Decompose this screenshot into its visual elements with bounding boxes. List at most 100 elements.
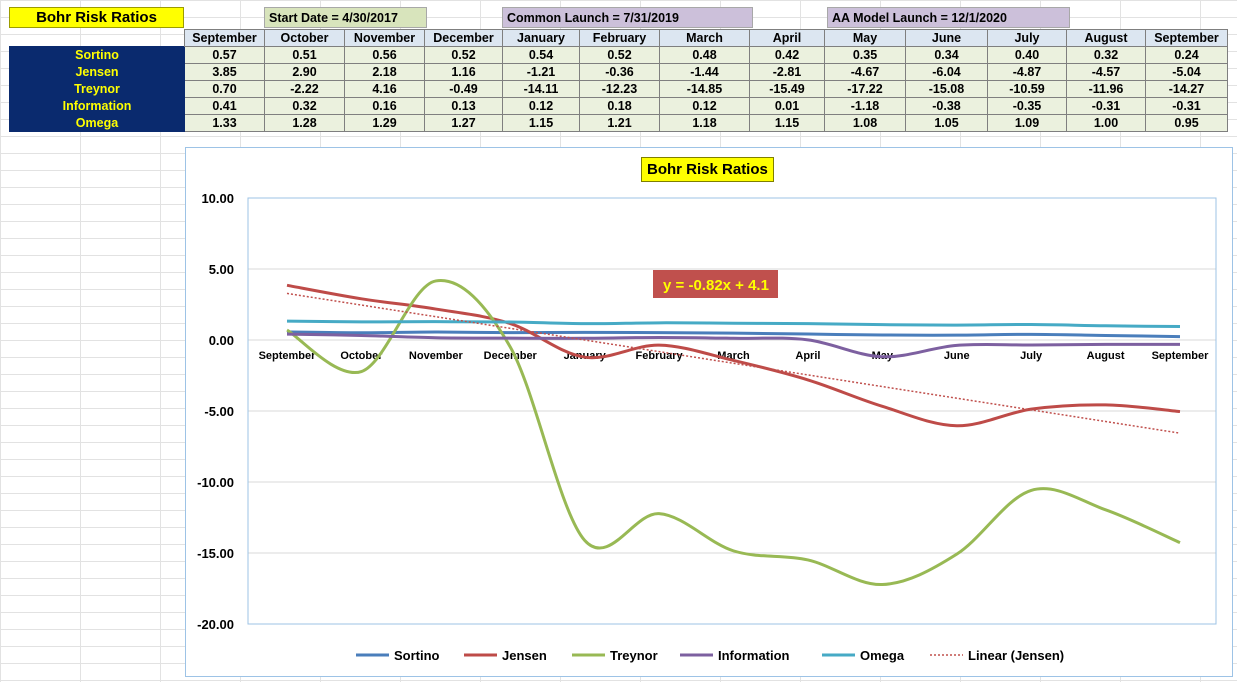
month-header: November [344, 29, 425, 47]
legend-label: Information [718, 648, 790, 663]
linear-jensen-trendline[interactable] [286, 292, 1181, 434]
trendline-equation: y = -0.82x + 4.1 [663, 277, 769, 294]
legend: Sortino Jensen Treynor Information Omega Line… [356, 648, 1064, 663]
table-cell[interactable]: 0.32 [1066, 46, 1146, 64]
x-tick-label: April [795, 350, 820, 362]
table-cell[interactable]: -15.49 [749, 80, 825, 98]
table-cell[interactable]: 0.13 [424, 97, 503, 115]
table-cell[interactable]: -6.04 [905, 63, 988, 81]
series-line-sortino[interactable] [286, 330, 1181, 339]
table-cell[interactable]: -0.49 [424, 80, 503, 98]
table-cell[interactable]: -0.36 [579, 63, 660, 81]
table-cell[interactable]: -4.87 [987, 63, 1067, 81]
table-cell[interactable]: 0.95 [1145, 114, 1228, 132]
table-cell[interactable]: 4.16 [344, 80, 425, 98]
table-cell[interactable]: 0.42 [749, 46, 825, 64]
month-header: June [905, 29, 988, 47]
table-cell[interactable]: 1.27 [424, 114, 503, 132]
gridlines [248, 197, 1216, 625]
legend-label: Jensen [502, 648, 547, 663]
y-tick-label: 10.00 [201, 191, 234, 206]
series-line-treynor[interactable] [286, 279, 1181, 587]
table-cell[interactable]: -1.44 [659, 63, 750, 81]
table-cell[interactable]: 1.21 [579, 114, 660, 132]
table-cell[interactable]: -10.59 [987, 80, 1067, 98]
x-tick-label: December [484, 350, 538, 362]
legend-label: Sortino [394, 648, 440, 663]
table-cell[interactable]: -14.85 [659, 80, 750, 98]
table-cell[interactable]: 0.34 [905, 46, 988, 64]
table-cell[interactable]: 1.08 [824, 114, 906, 132]
table-cell[interactable]: 0.48 [659, 46, 750, 64]
table-cell[interactable]: 1.05 [905, 114, 988, 132]
x-tick-label: August [1087, 350, 1125, 362]
table-cell[interactable]: 1.15 [502, 114, 580, 132]
month-header-row: September October November December January F… [10, 29, 1228, 47]
plot-area-border [247, 197, 1217, 625]
table-cell[interactable]: -15.08 [905, 80, 988, 98]
table-cell[interactable]: -0.35 [987, 97, 1067, 115]
table-cell[interactable]: -14.27 [1145, 80, 1228, 98]
table-cell[interactable]: -11.96 [1066, 80, 1146, 98]
y-tick-label: 0.00 [209, 333, 234, 348]
row-label[interactable]: Omega [9, 114, 185, 132]
sheet-title: Bohr Risk Ratios [9, 7, 184, 28]
table-cell[interactable]: 0.24 [1145, 46, 1228, 64]
y-axis-ticks: 10.00 5.00 0.00 -5.00 -10.00 -15.00 -20.00 [197, 191, 234, 632]
table-cell[interactable]: -0.38 [905, 97, 988, 115]
month-header: September [184, 29, 265, 47]
table-cell[interactable]: 0.56 [344, 46, 425, 64]
table-cell[interactable]: -14.11 [502, 80, 580, 98]
month-header: September [1145, 29, 1228, 47]
table-row: Omega 1.33 1.28 1.29 1.27 1.15 1.21 1.18 1.15 1.0… [9, 114, 1228, 132]
table-cell[interactable]: -1.18 [824, 97, 906, 115]
series-line-information[interactable] [286, 332, 1181, 359]
legend-label: Omega [860, 648, 905, 663]
table-cell[interactable]: -12.23 [579, 80, 660, 98]
row-label[interactable]: Treynor [9, 80, 185, 98]
month-header: December [424, 29, 503, 47]
month-header: March [659, 29, 750, 47]
table-cell[interactable]: 0.18 [579, 97, 660, 115]
risk-ratio-table: September October November December January F… [9, 29, 1228, 132]
table-cell[interactable]: 1.15 [749, 114, 825, 132]
table-cell[interactable]: 1.33 [184, 114, 265, 132]
month-header: August [1066, 29, 1146, 47]
common-launch-note: Common Launch = 7/31/2019 [502, 7, 753, 28]
trendline [286, 292, 1181, 434]
table-cell[interactable]: 0.16 [344, 97, 425, 115]
table-cell[interactable]: -1.21 [502, 63, 580, 81]
table-cell[interactable]: -0.31 [1145, 97, 1228, 115]
series-lines [286, 279, 1181, 587]
table-cell[interactable]: 0.32 [264, 97, 345, 115]
y-tick-label: -15.00 [197, 546, 234, 561]
y-tick-label: -20.00 [197, 617, 234, 632]
month-header: April [749, 29, 825, 47]
table-cell[interactable]: -17.22 [824, 80, 906, 98]
row-label[interactable]: Sortino [9, 46, 185, 64]
table-cell[interactable]: 0.52 [579, 46, 660, 64]
table-cell[interactable]: -0.31 [1066, 97, 1146, 115]
chart-area[interactable] [185, 147, 1233, 677]
legend-label: Treynor [610, 648, 658, 663]
month-header: February [579, 29, 660, 47]
table-cell[interactable]: 2.90 [264, 63, 345, 81]
x-tick-label: September [1152, 350, 1210, 362]
table-cell[interactable]: 0.70 [184, 80, 265, 98]
table-cell[interactable]: 0.41 [184, 97, 265, 115]
table-cell[interactable]: 1.18 [659, 114, 750, 132]
table-cell[interactable]: -4.67 [824, 63, 906, 81]
x-tick-label: June [944, 350, 970, 362]
table-cell[interactable]: 1.00 [1066, 114, 1146, 132]
x-tick-label: July [1020, 350, 1043, 362]
table-cell[interactable]: 0.40 [987, 46, 1067, 64]
table-cell[interactable]: 1.29 [344, 114, 425, 132]
y-tick-label: -5.00 [204, 404, 234, 419]
table-cell[interactable]: -4.57 [1066, 63, 1146, 81]
series-line-omega[interactable] [286, 319, 1181, 329]
table-cell[interactable]: 0.57 [184, 46, 265, 64]
table-cell[interactable]: 3.85 [184, 63, 265, 81]
table-cell[interactable]: 1.28 [264, 114, 345, 132]
table-cell[interactable]: 1.09 [987, 114, 1067, 132]
